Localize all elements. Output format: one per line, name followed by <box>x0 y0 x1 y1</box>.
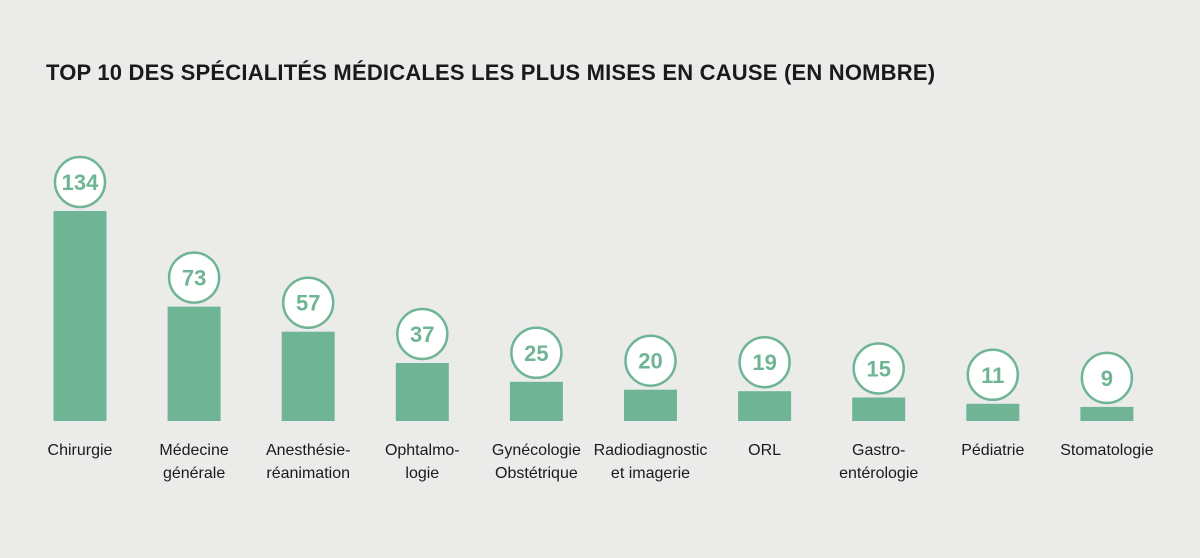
value-badge <box>966 348 1020 402</box>
data-label: 25 <box>524 341 548 366</box>
category-label-line: Ophtalmo- <box>385 442 460 459</box>
category-label-line: Obstétrique <box>495 465 578 482</box>
category-label: Radiodiagnostic et imagerie <box>594 442 708 482</box>
category-label-line: Pédiatrie <box>961 442 1024 459</box>
category-label-line: Chirurgie <box>48 442 113 459</box>
category-label-line: Médecine <box>159 442 228 459</box>
category-label: Médecine générale <box>159 442 228 482</box>
value-badge <box>396 307 449 361</box>
category-label: Chirurgie <box>48 442 113 459</box>
bar <box>509 381 563 421</box>
category-label-line: Stomatologie <box>1060 442 1153 459</box>
bar <box>624 389 677 421</box>
category-label-line: Radiodiagnostic <box>594 442 708 459</box>
value-badge <box>1080 351 1134 405</box>
data-label: 19 <box>752 350 776 375</box>
value-badge <box>624 334 677 387</box>
value-labels-layer: 134 73 57 37 25 20 19 15 11 9 <box>53 155 1134 405</box>
bar <box>738 391 792 421</box>
bar <box>1080 406 1134 421</box>
data-label: 20 <box>638 349 662 374</box>
data-label: 11 <box>981 363 1004 388</box>
value-badge <box>510 326 563 380</box>
bar <box>966 403 1020 421</box>
category-label-line: entérologie <box>839 465 918 482</box>
category-label-line: Gastro- <box>852 442 905 459</box>
category-label-line: générale <box>163 465 225 482</box>
category-label: Ophtalmo-logie <box>385 442 460 482</box>
category-label-line: Anesthésie- <box>266 442 351 459</box>
chart-title: TOP 10 DES SPÉCIALITÉS MÉDICALES LES PLU… <box>46 60 936 85</box>
category-label-line: et imagerie <box>611 465 690 482</box>
bar <box>395 363 449 421</box>
value-badge <box>281 276 335 329</box>
data-label: 57 <box>296 291 320 316</box>
category-label: Stomatologie <box>1060 442 1153 459</box>
data-label: 15 <box>866 357 890 382</box>
category-label-line: Gynécologie <box>492 442 581 459</box>
value-badge <box>738 335 791 389</box>
category-label: Gastro-entérologie <box>839 442 918 482</box>
category-label: Pédiatrie <box>961 442 1024 459</box>
bar <box>53 211 107 421</box>
data-label: 9 <box>1101 366 1113 391</box>
bars-layer <box>53 211 1134 421</box>
data-label: 73 <box>182 266 206 291</box>
category-label: Gynécologie Obstétrique <box>492 442 581 482</box>
category-label-line: réanimation <box>266 465 350 482</box>
bar <box>167 306 221 421</box>
category-labels-layer: Chirurgie Médecine générale Anesthésie-réan… <box>48 442 1154 482</box>
category-label-line: ORL <box>748 442 781 459</box>
bar <box>281 331 335 421</box>
category-label: ORL <box>748 442 781 459</box>
value-badge <box>852 342 905 395</box>
value-badge <box>53 155 107 209</box>
bar <box>852 397 906 421</box>
data-label: 37 <box>410 322 434 347</box>
category-label: Anesthésie-réanimation <box>266 442 351 482</box>
category-label-line: logie <box>405 465 439 482</box>
data-label: 134 <box>62 170 99 195</box>
value-badge <box>167 251 221 304</box>
